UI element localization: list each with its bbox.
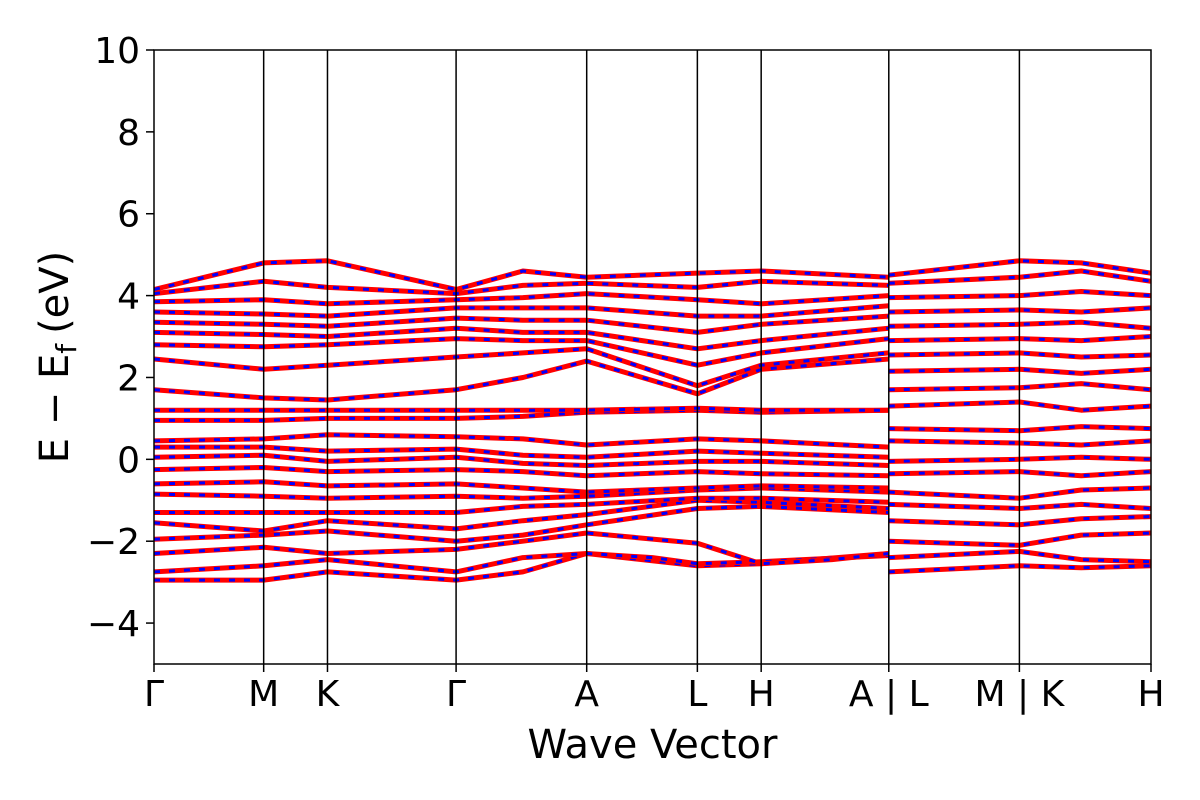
y-tick-label-5: 6 (117, 195, 140, 236)
band-line-dashed-37 (888, 335, 1152, 343)
x-tick-label-2: K (316, 674, 341, 715)
y-tick-label-1: −2 (87, 522, 140, 563)
y-tick-label-6: 8 (117, 113, 140, 154)
band-line-dashed-7 (153, 480, 889, 494)
y-axis-label-subscript: f (50, 343, 83, 354)
band-line-dashed-18 (153, 314, 889, 334)
y-axis-label-unit: (eV) (32, 251, 78, 334)
band-line-dashed-16 (153, 337, 889, 367)
band-line-dashed-33 (888, 400, 1152, 412)
band-line-dashed-26 (888, 515, 1152, 527)
band-line-1 (153, 551, 889, 575)
y-tick-label-2: 0 (117, 440, 140, 481)
band-line-dashed-42 (888, 259, 1152, 277)
y-axis: −4 −2 0 2 4 6 8 10 (87, 31, 154, 645)
band-line-dashed-11 (153, 433, 889, 449)
band-line-dashed-23 (888, 564, 1152, 574)
x-tick-label-0: Γ (144, 674, 164, 715)
band-line-15 (153, 346, 890, 389)
band-line-dashed-28 (888, 486, 1152, 500)
band-line-dashed-17 (153, 326, 889, 351)
band-line-14 (153, 356, 890, 403)
band-line-dashed-34 (888, 382, 1152, 392)
x-tick-label-7: A | L (849, 674, 929, 715)
y-axis-label: E − Ef (eV) (32, 251, 83, 464)
x-tick-label-4: A (574, 674, 599, 715)
band-line-dashed-2 (153, 531, 889, 566)
x-tick-label-6: H (748, 674, 775, 715)
band-line-dashed-22 (153, 259, 889, 292)
x-tick-label-5: L (687, 674, 707, 715)
band-line-dashed-32 (888, 425, 1152, 433)
band-line-dashed-9 (153, 453, 889, 468)
y-tick-label-4: 4 (117, 277, 140, 318)
band-line-dashed-29 (888, 470, 1152, 478)
x-tick-label-3: Γ (446, 674, 466, 715)
band-line-dashed-27 (888, 502, 1152, 511)
band-line-dashed-8 (153, 465, 889, 478)
x-axis-label: Wave Vector (528, 722, 779, 768)
x-tick-label-9: H (1137, 674, 1164, 715)
band-line-dashed-39 (888, 306, 1152, 314)
plot-frame (153, 49, 1152, 665)
band-line-dashed-20 (153, 292, 889, 306)
band-line-dashed-25 (888, 531, 1152, 547)
x-tick-label-8: M | K (975, 674, 1066, 715)
x-tick-label-1: M (248, 674, 279, 715)
bands-layer (153, 258, 1152, 583)
band-line-dashed-41 (888, 269, 1152, 285)
band-line-dashed-30 (888, 455, 1152, 463)
band-line-dashed-3 (153, 504, 889, 543)
band-line-dashed-19 (153, 304, 889, 318)
y-tick-label-7: 10 (94, 31, 140, 72)
y-axis-label-main: E − E (32, 354, 78, 464)
band-line-dashed-10 (154, 445, 889, 459)
y-tick-label-0: −4 (87, 604, 140, 645)
band-line-dashed-21 (153, 279, 889, 296)
y-tick-label-3: 2 (117, 358, 140, 399)
band-line-dashed-40 (888, 289, 1152, 300)
kpath-lines (262, 50, 1021, 664)
band-line-dashed-38 (888, 320, 1152, 330)
band-line-dashed-36 (888, 351, 1152, 359)
band-line-dashed-35 (888, 367, 1152, 375)
band-line-dashed-13 (154, 406, 889, 412)
band-line-dashed-5 (154, 496, 889, 514)
band-line-dashed-4 (153, 498, 889, 533)
band-line-dashed-31 (888, 439, 1152, 447)
band-line-dashed-24 (888, 549, 1152, 564)
